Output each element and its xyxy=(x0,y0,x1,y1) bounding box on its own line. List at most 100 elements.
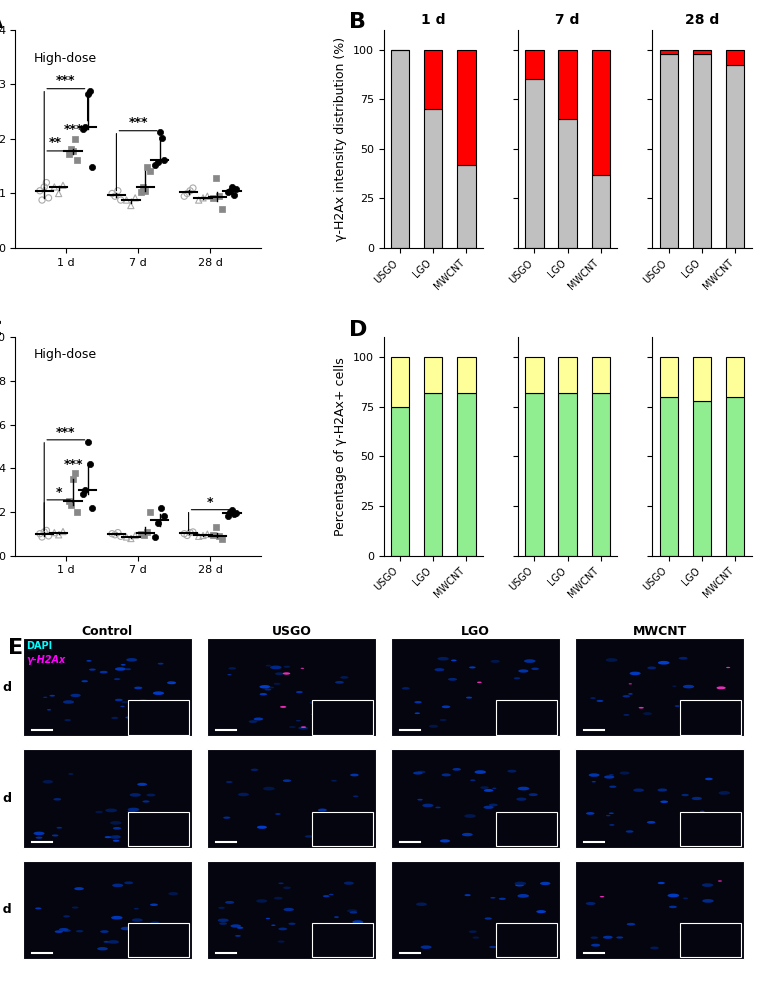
Y-axis label: γ-H2Ax intensity distribution (%): γ-H2Ax intensity distribution (%) xyxy=(334,37,347,241)
Ellipse shape xyxy=(219,907,225,909)
Point xyxy=(77,121,89,137)
Ellipse shape xyxy=(515,947,525,950)
FancyBboxPatch shape xyxy=(495,811,557,846)
Ellipse shape xyxy=(110,821,121,824)
Ellipse shape xyxy=(146,794,156,797)
Bar xyxy=(391,50,410,248)
Ellipse shape xyxy=(111,916,123,920)
Point xyxy=(210,171,222,186)
Ellipse shape xyxy=(251,769,258,771)
Point xyxy=(106,186,118,201)
Bar xyxy=(424,393,443,556)
Ellipse shape xyxy=(466,696,472,698)
Ellipse shape xyxy=(35,836,42,839)
Point xyxy=(178,526,190,542)
Ellipse shape xyxy=(620,772,630,775)
Ellipse shape xyxy=(120,664,126,666)
Ellipse shape xyxy=(524,660,535,663)
Ellipse shape xyxy=(716,686,726,689)
Ellipse shape xyxy=(223,816,230,818)
Ellipse shape xyxy=(690,820,699,822)
Ellipse shape xyxy=(483,806,494,808)
Bar xyxy=(660,50,678,54)
Bar xyxy=(591,393,610,556)
Ellipse shape xyxy=(105,808,117,812)
Ellipse shape xyxy=(626,830,634,832)
Point xyxy=(230,182,242,197)
Ellipse shape xyxy=(149,943,156,945)
Ellipse shape xyxy=(726,667,730,669)
Bar xyxy=(525,79,544,248)
FancyBboxPatch shape xyxy=(391,861,560,959)
Ellipse shape xyxy=(475,770,486,774)
Point xyxy=(216,200,228,216)
Ellipse shape xyxy=(218,919,229,922)
Ellipse shape xyxy=(465,894,471,896)
Ellipse shape xyxy=(591,936,598,938)
Ellipse shape xyxy=(515,884,524,887)
Point xyxy=(158,152,170,168)
Text: E: E xyxy=(8,638,23,658)
Ellipse shape xyxy=(528,794,538,797)
Ellipse shape xyxy=(647,821,655,823)
Ellipse shape xyxy=(155,835,163,838)
Point xyxy=(63,146,75,162)
Point xyxy=(112,183,124,198)
Ellipse shape xyxy=(603,935,613,938)
Text: γ-H2Ax: γ-H2Ax xyxy=(26,655,66,665)
Bar xyxy=(424,109,443,248)
Ellipse shape xyxy=(114,679,120,681)
Bar xyxy=(391,407,410,556)
Ellipse shape xyxy=(616,936,624,938)
Ellipse shape xyxy=(318,808,327,811)
Ellipse shape xyxy=(52,834,58,836)
Point xyxy=(129,189,141,205)
Legend: Control, USGO, LGO, MWCNT, Infiltrate, Parenchyma: Control, USGO, LGO, MWCNT, Infiltrate, P… xyxy=(762,35,767,131)
Point xyxy=(34,526,46,542)
Point xyxy=(69,464,81,480)
Ellipse shape xyxy=(586,812,594,814)
Bar xyxy=(558,119,577,248)
FancyBboxPatch shape xyxy=(575,861,744,959)
FancyBboxPatch shape xyxy=(391,750,560,848)
Bar xyxy=(457,393,476,556)
Point xyxy=(224,183,236,198)
Point xyxy=(184,525,196,541)
Point xyxy=(114,192,127,208)
Bar xyxy=(660,397,678,556)
Point xyxy=(135,526,147,542)
FancyBboxPatch shape xyxy=(495,700,557,735)
Point xyxy=(40,523,52,539)
Ellipse shape xyxy=(268,686,274,688)
Ellipse shape xyxy=(440,839,450,842)
Bar xyxy=(457,50,476,165)
Ellipse shape xyxy=(115,668,126,671)
Text: High-dose: High-dose xyxy=(34,348,97,361)
Text: C: C xyxy=(0,319,2,339)
Ellipse shape xyxy=(289,726,296,728)
Ellipse shape xyxy=(328,942,338,945)
Ellipse shape xyxy=(609,824,614,825)
Text: ***: *** xyxy=(64,458,83,471)
Point xyxy=(120,529,133,545)
Point xyxy=(181,186,193,201)
Point xyxy=(67,143,79,159)
Point xyxy=(153,124,166,140)
Text: ***: *** xyxy=(64,123,83,136)
Ellipse shape xyxy=(298,726,308,729)
Point xyxy=(225,179,238,194)
Point xyxy=(84,456,96,472)
Ellipse shape xyxy=(722,723,730,726)
Ellipse shape xyxy=(127,807,140,811)
Ellipse shape xyxy=(701,943,708,945)
FancyBboxPatch shape xyxy=(680,811,741,846)
Ellipse shape xyxy=(492,788,496,789)
Ellipse shape xyxy=(329,894,334,895)
Ellipse shape xyxy=(150,922,160,925)
Ellipse shape xyxy=(169,827,174,829)
FancyBboxPatch shape xyxy=(23,750,192,848)
FancyBboxPatch shape xyxy=(127,700,189,735)
Ellipse shape xyxy=(591,697,596,699)
Ellipse shape xyxy=(47,709,51,710)
Bar xyxy=(726,357,744,397)
